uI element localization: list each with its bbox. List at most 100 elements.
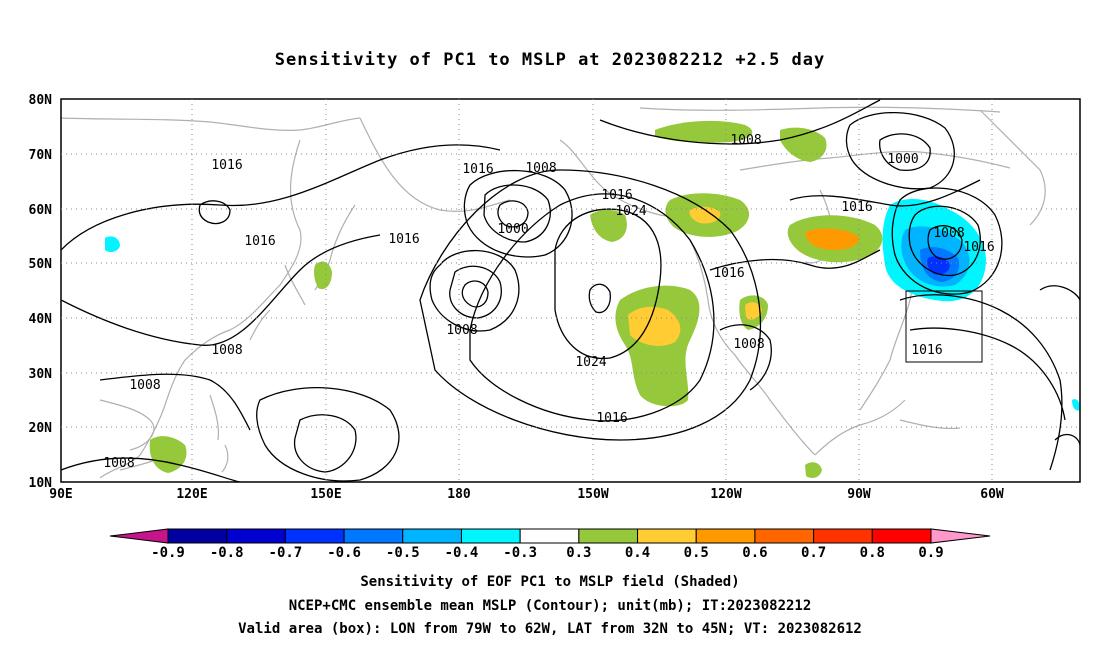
colorbar-tick-label: 0.4	[625, 545, 650, 561]
contour-label: 1016	[713, 266, 744, 281]
lat-label: 80N	[29, 93, 53, 108]
contour-label: 1016	[596, 411, 627, 426]
contour-low-bering-outer	[463, 169, 573, 258]
lat-label: 60N	[29, 203, 53, 218]
contour-label: 1024	[575, 355, 606, 370]
colorbar-arrow-low	[109, 528, 169, 544]
contour-arctic-1008	[599, 99, 881, 145]
contour-low-arctic-inner	[879, 133, 931, 171]
contour-wpac-loop	[198, 200, 231, 225]
contour-label: 1016	[841, 200, 872, 215]
colorbar-swatch	[578, 528, 639, 544]
contour-high-pacific-1016	[469, 193, 715, 422]
coastline-bering	[359, 117, 511, 212]
coastline-japan	[249, 264, 306, 341]
lat-label: 30N	[29, 367, 53, 382]
lon-labels: 90E 120E 150E 180 150W 120W 90W 60W	[49, 487, 1004, 502]
colorbar-tick-label: -0.9	[151, 545, 185, 561]
contour-label: 1000	[887, 152, 918, 167]
colorbar-swatch	[167, 528, 228, 544]
colorbar-tick-label: 0.9	[918, 545, 943, 561]
shade-positive-orange-canada	[805, 228, 859, 250]
coastline-caribbean	[899, 419, 961, 430]
colorbar-tick-label: -0.3	[503, 545, 537, 561]
lat-label: 40N	[29, 312, 53, 327]
contour-high-pacific-inner	[588, 283, 611, 314]
colorbar-labels: -0.9 -0.8 -0.7 -0.6 -0.5 -0.4 -0.3 0.3 0.4 0.5 0.6…	[151, 545, 944, 561]
contour-atl-high	[899, 294, 1063, 471]
lon-label: 120W	[710, 487, 741, 502]
lat-label: 70N	[29, 148, 53, 163]
coastline-asia-north	[61, 117, 361, 131]
lat-label: 10N	[29, 476, 53, 491]
valid-area-box	[905, 290, 983, 363]
contour-low-cn-outer	[256, 387, 400, 482]
contour-labels: 1016 1016 1016 1008 1008 1008 1008 1000 …	[103, 133, 994, 471]
shade-positive-green-arctic2	[780, 127, 827, 162]
colorbar-swatch	[754, 528, 815, 544]
contour-label: 1008	[933, 226, 964, 241]
colorbar-tick-label: -0.6	[327, 545, 361, 561]
colorbar-swatch	[519, 528, 580, 544]
shade-negative-darkblue-atlantic	[927, 256, 950, 275]
coastline-na-west	[689, 239, 816, 456]
contour	[61, 457, 241, 482]
colorbar-swatch	[343, 528, 404, 544]
shade-negative-cyan-east	[1072, 399, 1080, 411]
contour-label: 1016	[601, 188, 632, 203]
contour-high-pacific-1024	[554, 208, 662, 360]
contour-label: 1016	[211, 158, 242, 173]
colorbar-tick-label: 0.5	[684, 545, 709, 561]
contour-label: 1000	[497, 222, 528, 237]
colorbar-tick-label: 0.8	[860, 545, 885, 561]
contour-low-atl-mid	[908, 205, 981, 277]
caption-valid-area: Valid area (box): LON from 79W to 62W, L…	[238, 621, 862, 637]
colorbar-tick-label: 0.6	[742, 545, 767, 561]
contour-label: 1016	[911, 343, 942, 358]
lon-label: 120E	[176, 487, 207, 502]
shade-positive-yellow-westcoast	[745, 302, 762, 320]
chart-title: Sensitivity of PC1 to MSLP at 2023082212…	[274, 50, 826, 70]
contour-label: 1008	[446, 323, 477, 338]
coastline-philippines	[209, 394, 229, 473]
shade-negative-cyan-west	[105, 236, 120, 253]
contour-label: 1008	[733, 337, 764, 352]
contour-low-pac-mid	[449, 265, 502, 319]
contour-na-1008	[719, 324, 772, 391]
colorbar-swatch	[460, 528, 521, 544]
shade-positive-yellow-gulf	[689, 206, 721, 224]
shade-positive-green-siberia	[314, 261, 332, 290]
lon-label: 150E	[310, 487, 341, 502]
colorbar-swatch	[695, 528, 756, 544]
colorbar	[109, 528, 991, 544]
contour-low-arctic-outer	[845, 111, 955, 190]
shade-positive-green-pacific	[615, 285, 700, 407]
mslp-contours	[61, 99, 1080, 482]
contour-label: 1016	[963, 240, 994, 255]
contour-label: 1016	[244, 234, 275, 249]
lon-label: 150W	[577, 487, 608, 502]
colorbar-tick-label: -0.8	[210, 545, 244, 561]
colorbar-arrow-high	[930, 528, 991, 544]
colorbar-swatch	[871, 528, 932, 544]
contour	[61, 234, 381, 346]
lat-label: 20N	[29, 421, 53, 436]
shade-positive-green-china	[149, 436, 187, 473]
colorbar-swatch	[226, 528, 286, 544]
contour-label: 1008	[525, 161, 556, 176]
contour	[61, 144, 501, 251]
caption-contour: NCEP+CMC ensemble mean MSLP (Contour); u…	[288, 598, 812, 614]
coastline-gulf	[814, 399, 906, 456]
lon-label: 90E	[49, 487, 72, 502]
contour-label: 1008	[211, 343, 242, 358]
contour-low-bering-mid	[483, 184, 551, 243]
lon-label: 60W	[980, 487, 1004, 502]
colorbar-tick-label: -0.5	[386, 545, 420, 561]
coastline-arctic	[639, 106, 1001, 113]
colorbar-tick-label: 0.3	[566, 545, 591, 561]
contour-label: 1008	[103, 456, 134, 471]
colorbar-tick-label: -0.4	[445, 545, 479, 561]
lat-labels: 80N 70N 60N 50N 40N 30N 20N 10N	[29, 93, 53, 491]
shade-positive-green-south	[805, 462, 822, 478]
contour-e-low	[1039, 285, 1080, 301]
